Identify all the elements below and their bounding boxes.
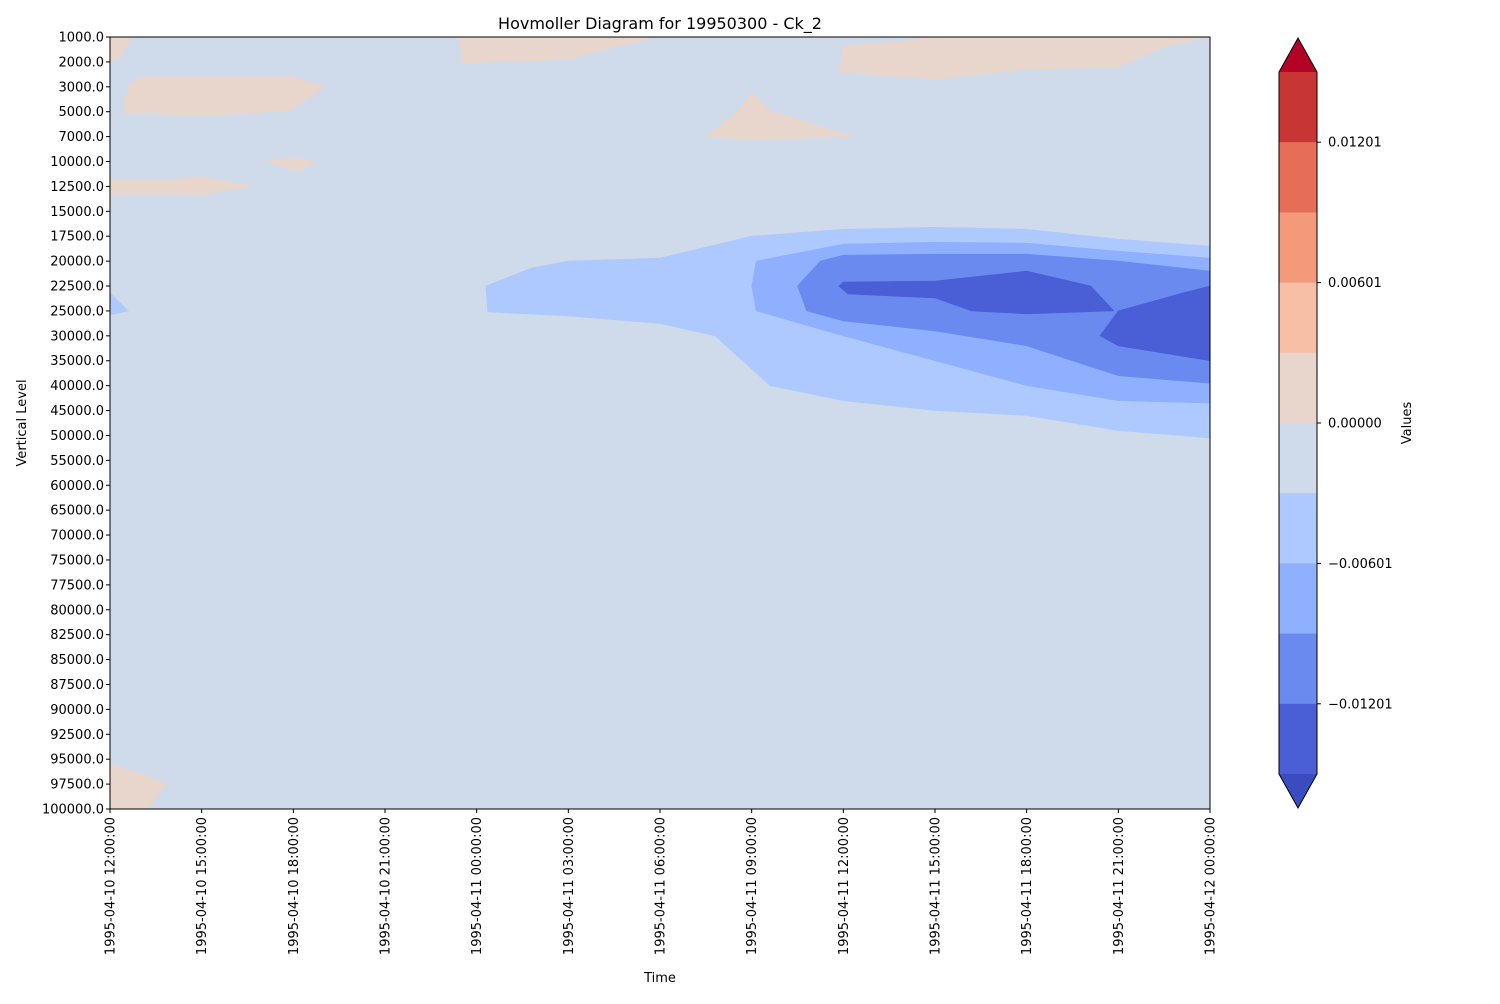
y-tick-label: 77500.0 [50, 578, 104, 593]
y-tick-label: 60000.0 [50, 479, 104, 494]
y-tick-label: 7000.0 [59, 130, 105, 145]
y-tick-label: 25000.0 [50, 304, 104, 319]
colorbar-band [1279, 703, 1317, 775]
y-tick-label: 95000.0 [50, 753, 104, 768]
background-contour-level [110, 37, 1210, 809]
chart-title: Hovmoller Diagram for 19950300 - Ck_2 [498, 14, 822, 34]
y-tick-label: 22500.0 [50, 280, 104, 295]
y-tick-label: 1000.0 [59, 31, 105, 46]
colorbar: 0.01201 0.00601 0.00000 −0.00601 −0.01201 [1278, 36, 1393, 810]
contour-region-7 [110, 763, 168, 809]
y-tick-label: 90000.0 [50, 703, 104, 718]
colorbar-extend-min [1279, 774, 1317, 808]
y-tick-label: 10000.0 [50, 155, 104, 170]
x-tick-label: 1995-04-11 18:00:00 [1020, 817, 1035, 955]
y-tick-label: 12500.0 [50, 180, 104, 195]
colorbar-band [1279, 633, 1317, 705]
y-tick-label: 50000.0 [50, 429, 104, 444]
y-tick-label: 85000.0 [50, 653, 104, 668]
colorbar-tick-label: 0.00601 [1328, 276, 1382, 291]
colorbar-band [1279, 212, 1317, 283]
y-tick-label: 2000.0 [59, 55, 105, 70]
colorbar-band [1279, 423, 1317, 494]
x-axis-label: Time [643, 971, 676, 986]
x-tick-label: 1995-04-10 12:00:00 [104, 817, 119, 955]
y-tick-label: 92500.0 [50, 728, 104, 743]
contour-region-0 [110, 37, 134, 62]
contour-region-13 [1099, 285, 1210, 362]
colorbar-tick-label: −0.00601 [1328, 557, 1393, 572]
contour-region-1 [457, 37, 661, 64]
y-tick-label: 97500.0 [50, 778, 104, 793]
colorbar-frame [1278, 36, 1318, 810]
colorbar-label: Values [1400, 402, 1415, 445]
contour-region-4 [704, 92, 853, 141]
y-tick-label: 65000.0 [50, 504, 104, 519]
x-tick-label: 1995-04-11 09:00:00 [745, 817, 760, 955]
colorbar-band [1279, 352, 1317, 424]
y-tick-label: 40000.0 [50, 379, 104, 394]
y-tick-label: 75000.0 [50, 553, 104, 568]
contour-region-3 [123, 76, 327, 116]
y-tick-label: 5000.0 [59, 105, 105, 120]
y-tick-label: 20000.0 [50, 255, 104, 270]
colorbar-tick-label: 0.00000 [1328, 417, 1382, 432]
y-tick-label: 70000.0 [50, 529, 104, 544]
colorbar-band [1279, 493, 1317, 564]
x-axis: 1995-04-10 12:00:00 1995-04-10 15:00:00 19… [104, 809, 1219, 955]
y-tick-label: 82500.0 [50, 628, 104, 643]
y-tick-label: 87500.0 [50, 678, 104, 693]
y-tick-label: 15000.0 [50, 205, 104, 220]
colorbar-band [1279, 563, 1317, 634]
y-tick-label: 45000.0 [50, 404, 104, 419]
colorbar-tick-label: 0.01201 [1328, 136, 1382, 151]
colorbar-extend-max [1279, 38, 1317, 72]
x-tick-label: 1995-04-11 00:00:00 [470, 817, 485, 955]
colorbar-band [1279, 142, 1317, 213]
y-tick-label: 3000.0 [59, 80, 105, 95]
x-tick-label: 1995-04-11 06:00:00 [654, 817, 669, 955]
contour-region-2 [838, 37, 1210, 80]
colorbar-tick-label: −0.01201 [1328, 697, 1393, 712]
y-axis: 1000.0 2000.0 3000.0 5000.0 7000.0 10000.0 125… [42, 31, 110, 818]
x-tick-label: 1995-04-11 12:00:00 [837, 817, 852, 955]
x-tick-label: 1995-04-11 03:00:00 [562, 817, 577, 955]
x-tick-label: 1995-04-10 21:00:00 [379, 817, 394, 955]
contour-region-6 [110, 176, 253, 195]
y-axis-label: Vertical Level [15, 379, 30, 466]
x-tick-label: 1995-04-10 15:00:00 [195, 817, 210, 955]
x-tick-label: 1995-04-10 18:00:00 [287, 817, 302, 955]
y-tick-label: 17500.0 [50, 230, 104, 245]
plot-area [110, 37, 1210, 809]
colorbar-band [1279, 72, 1317, 143]
y-tick-label: 55000.0 [50, 454, 104, 469]
contour-region-8 [110, 292, 129, 316]
contour-region-12 [838, 270, 1115, 315]
y-tick-label: 80000.0 [50, 603, 104, 618]
y-tick-label: 100000.0 [42, 803, 104, 818]
contour-region-5 [265, 157, 318, 172]
y-tick-label: 30000.0 [50, 329, 104, 344]
colorbar-band [1279, 282, 1317, 354]
y-tick-label: 35000.0 [50, 354, 104, 369]
x-tick-label: 1995-04-11 21:00:00 [1112, 817, 1127, 955]
x-tick-label: 1995-04-11 15:00:00 [929, 817, 944, 955]
x-tick-label: 1995-04-12 00:00:00 [1204, 817, 1219, 955]
